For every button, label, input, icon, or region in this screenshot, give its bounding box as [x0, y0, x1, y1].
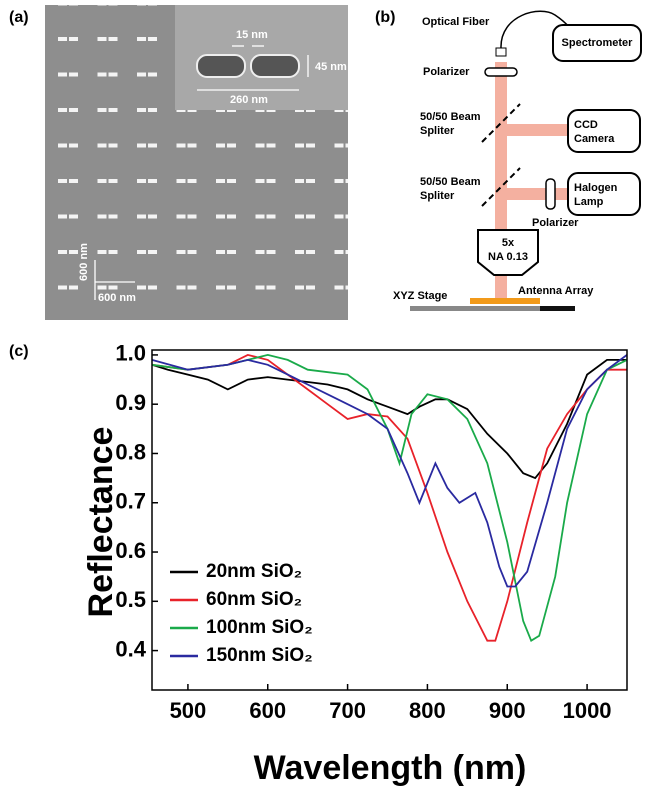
objective-label: 5x NA 0.13 [488, 237, 528, 263]
data-line [151, 354, 628, 588]
x-tick-label: 700 [329, 698, 366, 723]
x-tick-label: 800 [409, 698, 446, 723]
polarizer-label: Polarizer [532, 217, 579, 229]
polarizer-label: Polarizer [423, 66, 470, 78]
x-tick-label: 900 [489, 698, 526, 723]
y-tick-label: 0.8 [115, 439, 146, 464]
x-tick-label: 600 [249, 698, 286, 723]
setup-diagram [410, 10, 642, 311]
lamp-label: Halogen Lamp [574, 182, 618, 208]
panel-label: (b) [375, 9, 395, 26]
legend-label: 100nm SiO₂ [206, 617, 313, 638]
panel-label: (a) [9, 9, 29, 26]
splitter-label: 50/50 Beam Spliter [420, 176, 481, 202]
data-line [151, 353, 628, 643]
plot-frame [151, 349, 628, 691]
pitch-x-label: 600 nm [98, 292, 136, 304]
y-tick-label: 0.4 [115, 636, 146, 661]
gap-label: 15 nm [236, 29, 268, 41]
ccd-label: CCD Camera [574, 119, 615, 145]
y-tick-label: 0.9 [115, 390, 146, 415]
sample-label: Antenna Array [518, 285, 594, 297]
legend-label: 60nm SiO₂ [206, 589, 302, 610]
y-tick-label: 0.5 [115, 587, 146, 612]
plot: 20nm SiO₂ 60nm SiO₂ 100nm SiO₂ 150nm SiO₂ 50… [115, 341, 628, 723]
inset-arrows [94, 45, 309, 300]
x-tick-label: 500 [170, 698, 207, 723]
y-axis-label: Reflectance [82, 427, 120, 618]
width-label: 45 nm [315, 61, 347, 73]
splitter-label: 50/50 Beam Spliter [420, 111, 481, 137]
length-label: 260 nm [230, 94, 268, 106]
inset-antenna [196, 54, 246, 78]
legend-label: 20nm SiO₂ [206, 561, 302, 582]
y-tick-label: 0.7 [115, 489, 146, 514]
data-line [151, 353, 627, 642]
x-axis-label: Wavelength (nm) [254, 749, 527, 787]
stage-label: XYZ Stage [393, 290, 447, 302]
y-tick-label: 1.0 [115, 341, 146, 366]
pitch-y-label: 600 nm [78, 243, 90, 281]
data-line [151, 359, 627, 480]
spectrometer-label: Spectrometer [562, 37, 634, 49]
legend-label: 150nm SiO₂ [206, 645, 313, 666]
y-tick-label: 0.6 [115, 538, 146, 563]
inset-antenna [250, 54, 300, 78]
fiber-label: Optical Fiber [422, 16, 490, 28]
x-tick-label: 1000 [563, 698, 612, 723]
panel-label: (c) [9, 343, 29, 360]
